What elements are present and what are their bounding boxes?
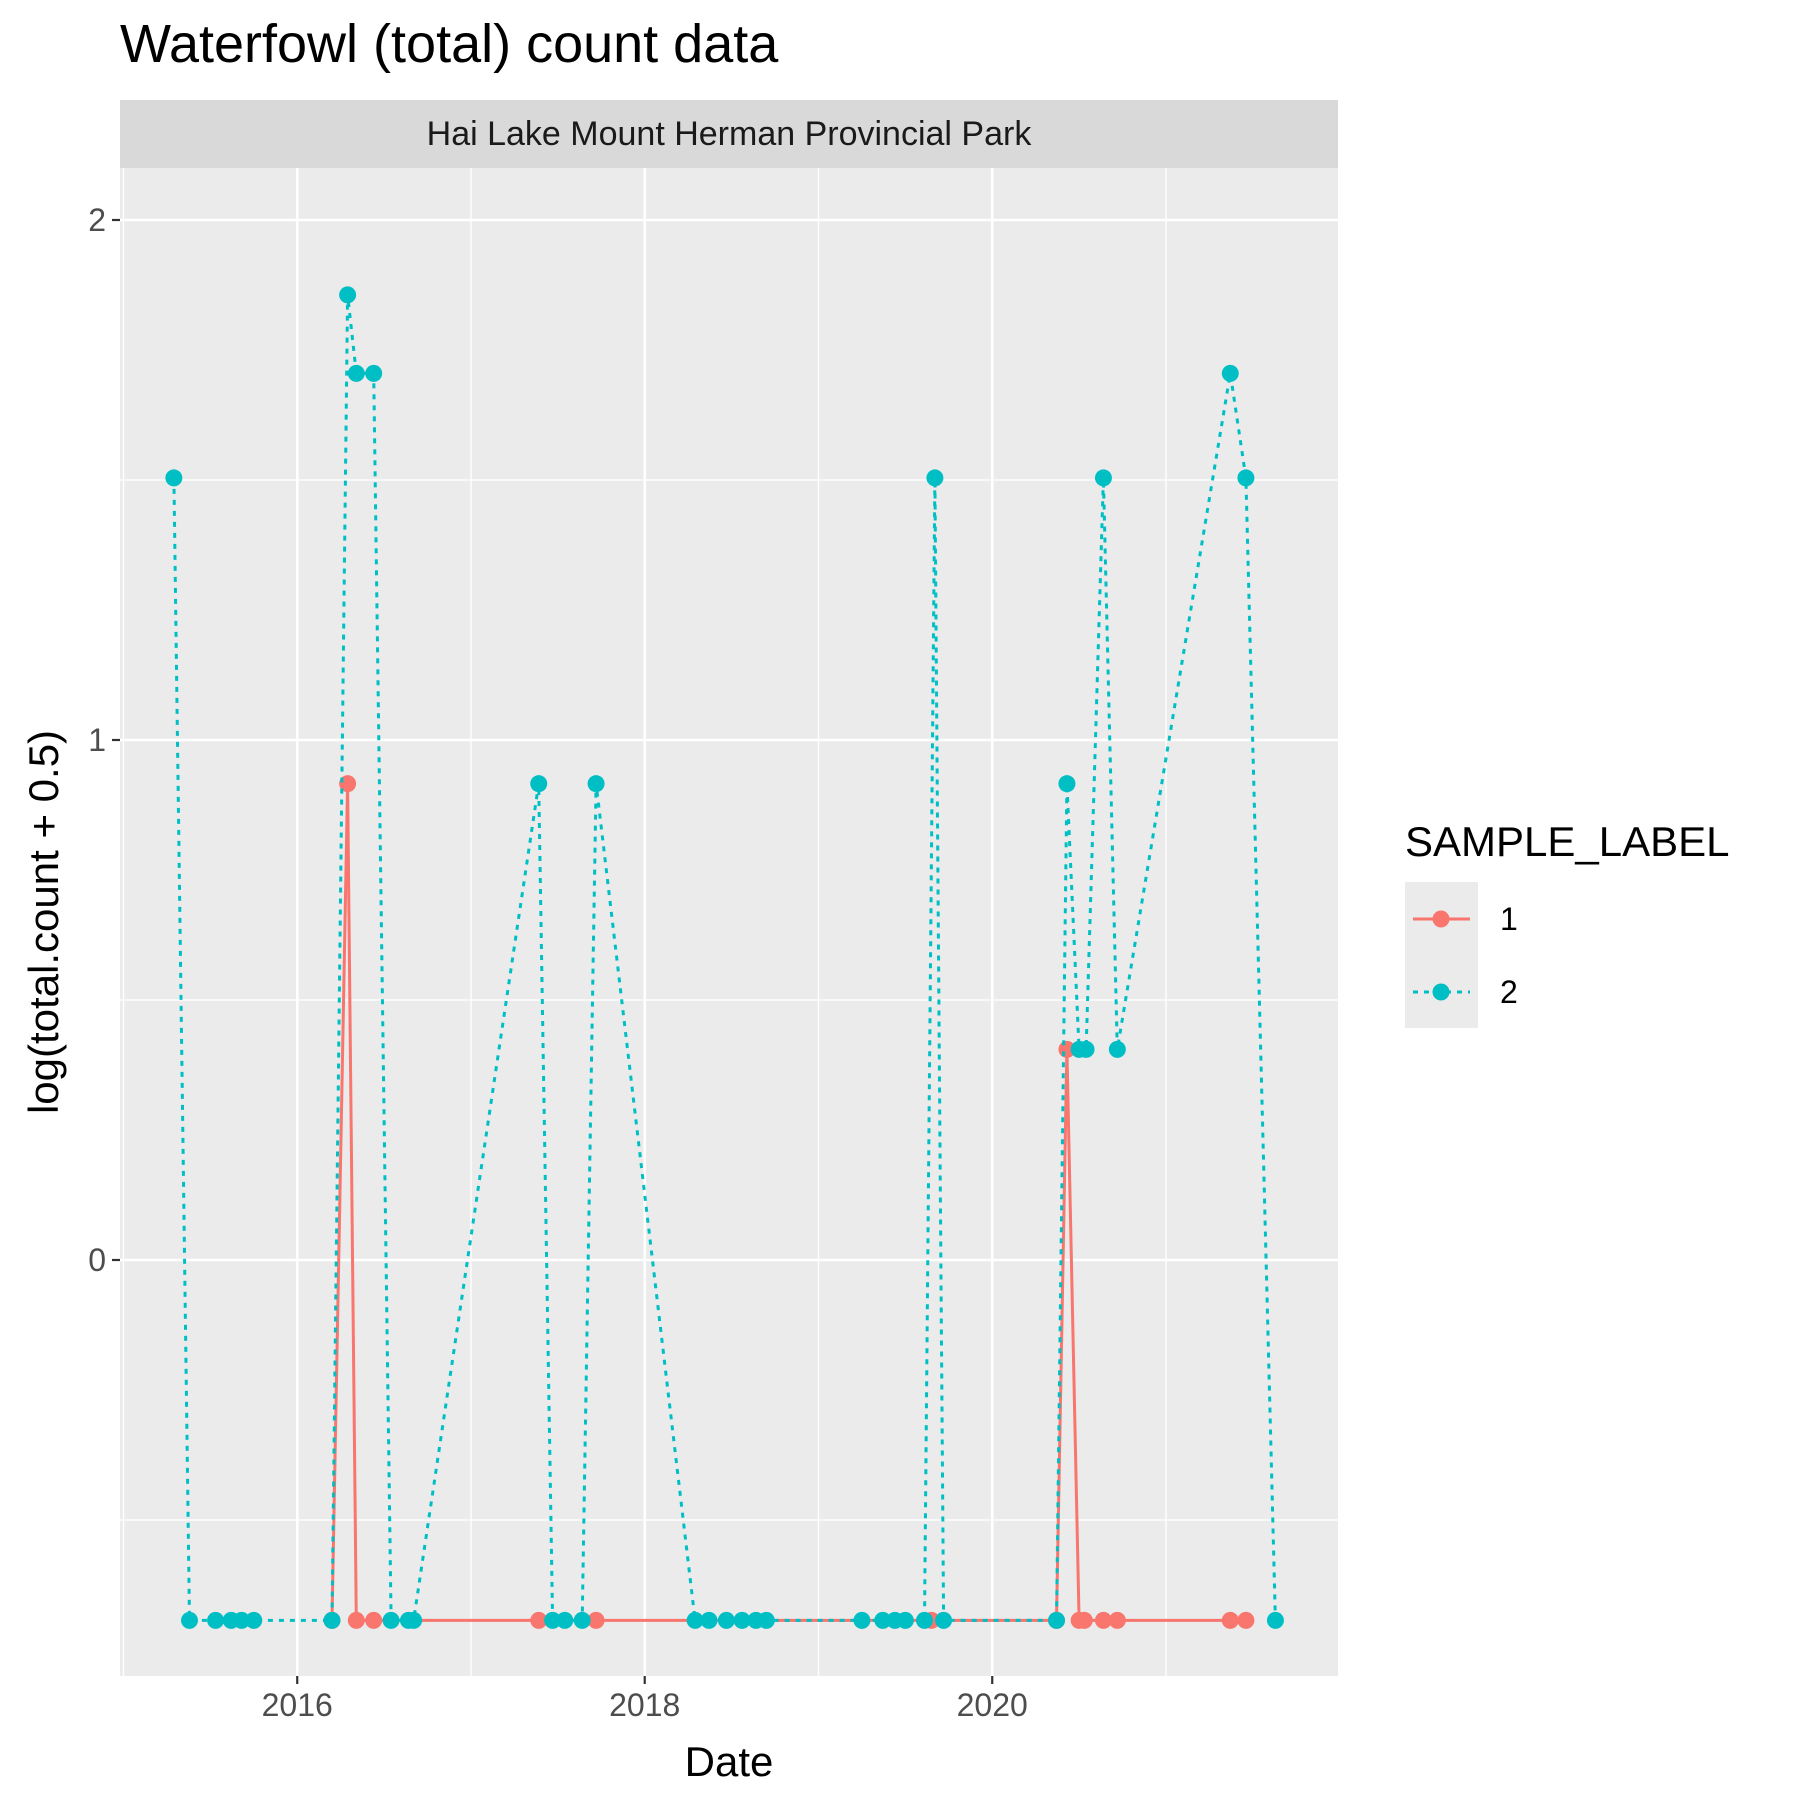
data-point <box>382 1611 400 1629</box>
data-point <box>1266 1611 1284 1629</box>
data-point <box>896 1611 914 1629</box>
data-point <box>1048 1611 1066 1629</box>
x-tick-label: 2016 <box>262 1687 333 1723</box>
data-point <box>733 1611 751 1629</box>
data-point <box>1094 1611 1112 1629</box>
data-point <box>530 1611 548 1629</box>
legend-key-point-2 <box>1432 983 1450 1001</box>
data-point <box>874 1611 892 1629</box>
data-point <box>587 1611 605 1629</box>
data-point <box>245 1611 263 1629</box>
data-point <box>1221 1611 1239 1629</box>
data-point <box>181 1611 199 1629</box>
legend: SAMPLE_LABEL 1 2 <box>1405 818 1730 1028</box>
data-point <box>1075 1611 1093 1629</box>
data-point <box>1108 1611 1126 1629</box>
data-point <box>686 1611 704 1629</box>
data-point <box>587 775 605 793</box>
data-point <box>926 469 944 487</box>
legend-key-point-1 <box>1432 910 1450 928</box>
data-point <box>717 1611 735 1629</box>
data-point <box>347 364 365 382</box>
data-point <box>1108 1040 1126 1058</box>
legend-title: SAMPLE_LABEL <box>1405 818 1730 865</box>
data-point <box>1221 364 1239 382</box>
data-point <box>915 1611 933 1629</box>
data-point <box>1058 775 1076 793</box>
data-point <box>573 1611 591 1629</box>
x-tick-label: 2020 <box>957 1687 1028 1723</box>
data-point <box>700 1611 718 1629</box>
data-point <box>530 775 548 793</box>
y-tick-label: 0 <box>88 1242 106 1278</box>
chart-title: Waterfowl (total) count data <box>120 14 779 74</box>
series-2 <box>165 286 1284 1629</box>
data-point <box>1077 1040 1095 1058</box>
grid-lines <box>120 168 1338 1676</box>
series-layer <box>165 286 1284 1629</box>
data-point <box>365 1611 383 1629</box>
data-point <box>405 1611 423 1629</box>
legend-key-background <box>1405 882 1478 1028</box>
legend-label-1: 1 <box>1500 901 1518 937</box>
data-point <box>165 469 183 487</box>
data-point <box>347 1611 365 1629</box>
facet-strip <box>120 100 1338 168</box>
data-point <box>365 364 383 382</box>
y-tick-label: 1 <box>88 722 106 758</box>
y-tick-label: 2 <box>88 202 106 238</box>
axes: 2016 2018 2020 0 1 2 <box>88 202 1028 1723</box>
y-axis-title: log(total.count + 0.5) <box>20 730 67 1114</box>
x-axis-title: Date <box>685 1738 774 1785</box>
data-point <box>544 1611 562 1629</box>
data-point <box>323 1611 341 1629</box>
series-line-2 <box>172 293 1277 1622</box>
data-point <box>233 1611 251 1629</box>
data-point <box>1094 469 1112 487</box>
facet-label: Hai Lake Mount Herman Provincial Park <box>427 115 1033 153</box>
data-point <box>757 1611 775 1629</box>
data-point <box>556 1611 574 1629</box>
x-tick-label: 2018 <box>609 1687 680 1723</box>
data-point <box>1237 1611 1255 1629</box>
data-point <box>853 1611 871 1629</box>
legend-label-2: 2 <box>1500 974 1518 1010</box>
data-point <box>339 286 357 304</box>
data-point <box>1237 469 1255 487</box>
data-point <box>935 1611 953 1629</box>
data-point <box>207 1611 225 1629</box>
plot-panel <box>120 168 1338 1676</box>
